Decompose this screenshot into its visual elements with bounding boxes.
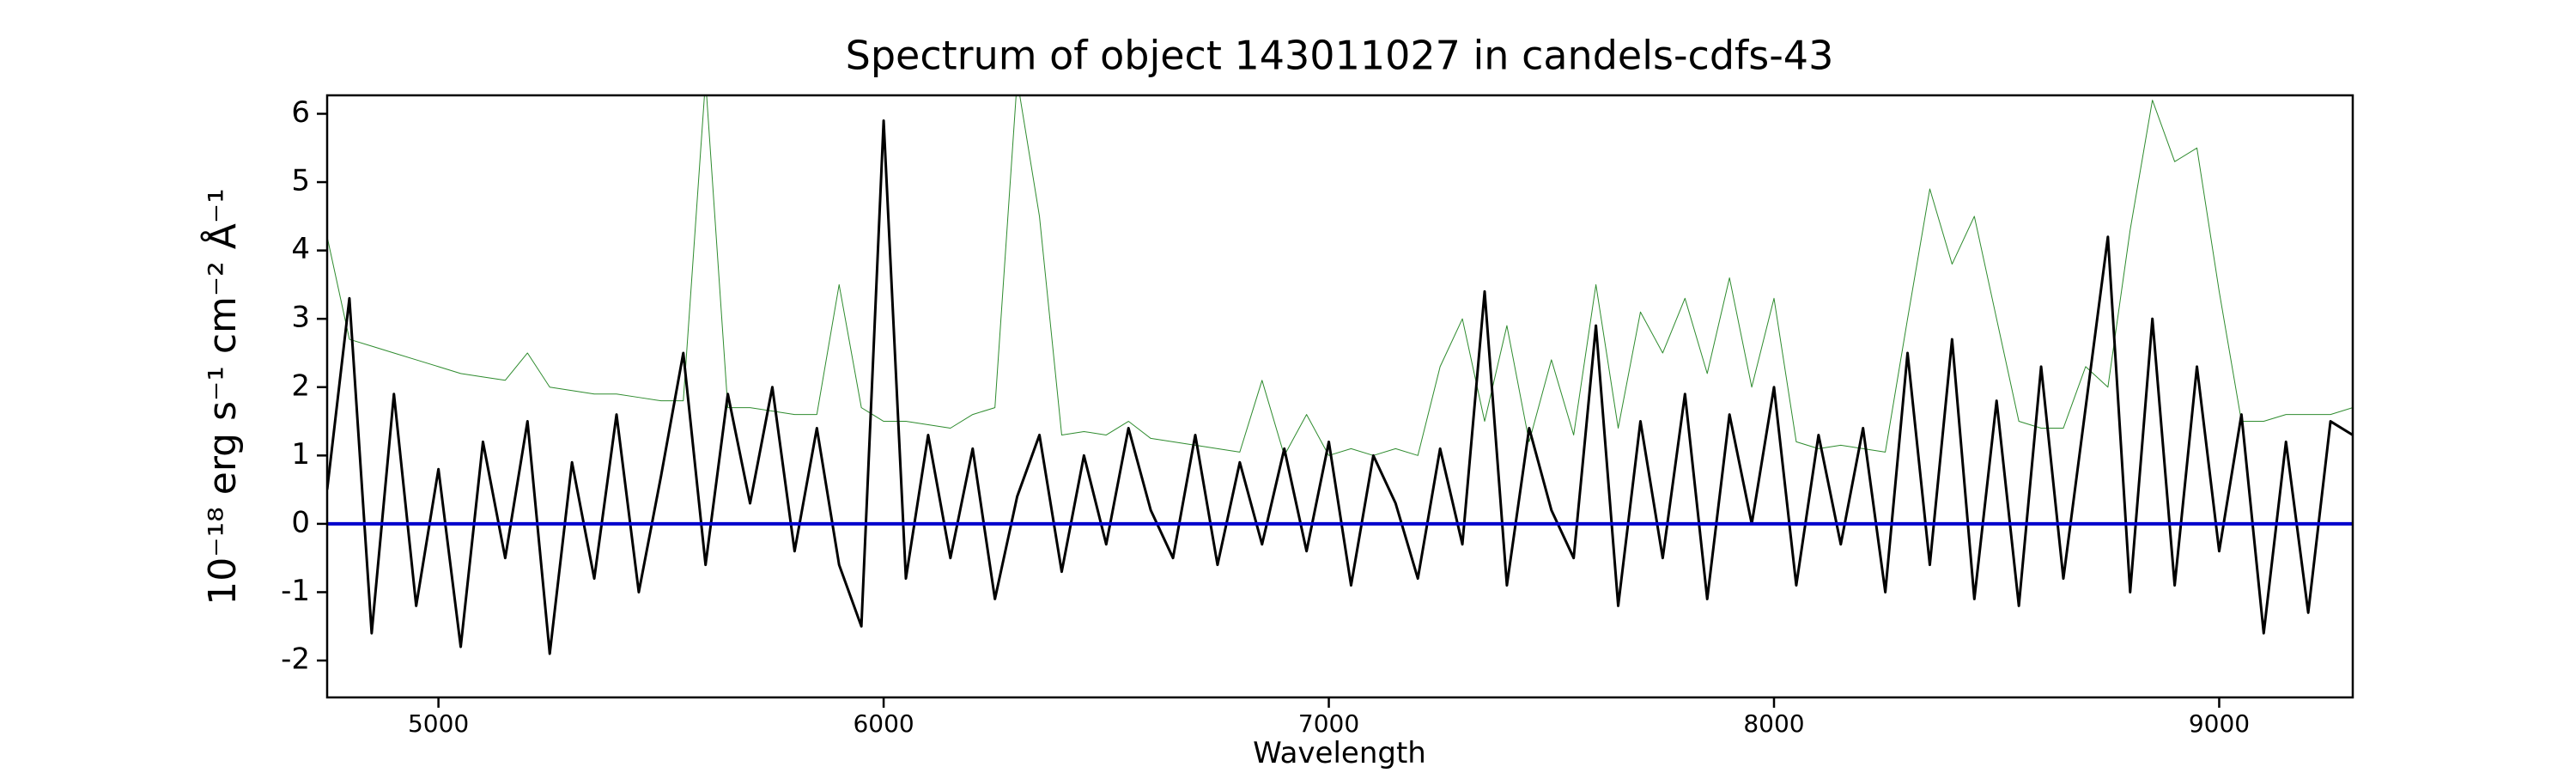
x-tick-label: 7000	[1298, 709, 1359, 738]
x-tick-label: 5000	[408, 709, 469, 738]
y-tick-label: -2	[281, 642, 310, 677]
x-tick-label: 6000	[853, 709, 914, 738]
y-axis-label: 10⁻¹⁸ erg s⁻¹ cm⁻² Å⁻¹	[199, 188, 245, 605]
plot-lines	[327, 95, 2353, 655]
y-tick-label: 4	[291, 232, 310, 266]
spectrum-line	[327, 119, 2353, 655]
y-tick-label: -1	[281, 574, 310, 608]
y-tick-label: 6	[291, 95, 310, 130]
y-tick-label: 2	[291, 368, 310, 403]
x-tick-label: 9000	[2189, 709, 2250, 738]
y-tick-label: 3	[291, 301, 310, 335]
chart-title: Spectrum of object 143011027 in candels-…	[846, 33, 1834, 79]
y-tick-label: 5	[291, 164, 310, 198]
y-tick-label: 0	[291, 505, 310, 539]
plot-frame	[325, 94, 2354, 699]
x-axis-label: Wavelength	[1253, 736, 1426, 770]
y-tick-label: 1	[291, 437, 310, 472]
x-tick-label: 8000	[1743, 709, 1804, 738]
spectrum-line	[327, 95, 2353, 456]
